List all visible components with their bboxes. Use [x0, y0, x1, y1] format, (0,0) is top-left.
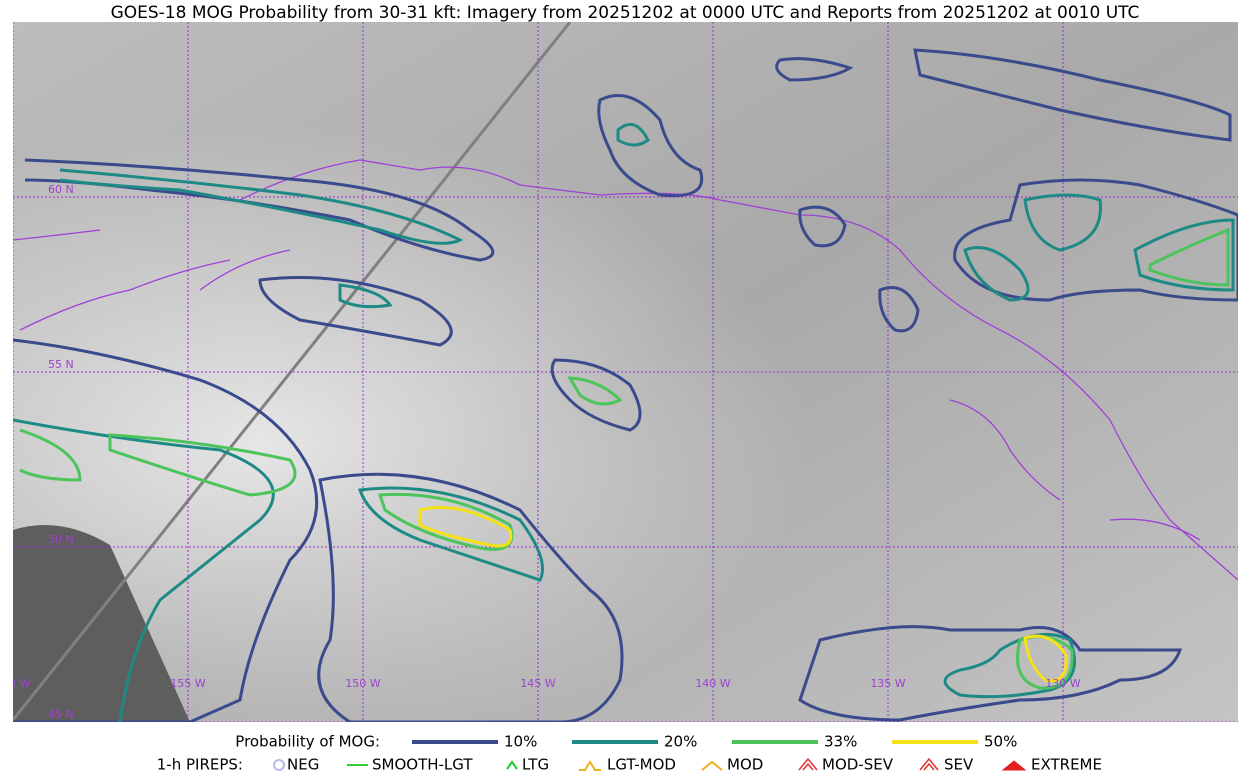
pirep-icon — [579, 760, 601, 771]
lon-label: 160 W — [0, 677, 31, 690]
lon-label: 135 W — [870, 677, 905, 690]
legend: Probability of MOG: 10% 20% 33% 50% 1-h PIREP… — [157, 733, 1102, 774]
lon-label: 145 W — [520, 677, 555, 690]
legend-label: SMOOTH-LGT — [372, 756, 473, 774]
coastline — [13, 229, 291, 331]
coastline — [949, 399, 1201, 541]
map: 60 N 55 N 50 N 45 N 160 W 155 W 150 W 145 W 140 … — [0, 22, 1238, 722]
legend-label: MOD-SEV — [822, 756, 894, 774]
legend-label: MOD — [727, 756, 763, 774]
contour-50 — [418, 506, 513, 548]
contour-33 — [19, 428, 297, 497]
legend-title: 1-h PIREPS: — [157, 756, 243, 774]
contour-50 — [1023, 634, 1068, 683]
contour-10 — [798, 625, 1183, 722]
dark-region — [13, 525, 190, 722]
legend-label: LTG — [522, 756, 549, 774]
grid-labels: 60 N 55 N 50 N 45 N 160 W 155 W 150 W 145 W 140 … — [0, 183, 1081, 721]
lon-label: 140 W — [695, 677, 730, 690]
contour-10 — [317, 472, 624, 722]
legend-label: NEG — [287, 756, 319, 774]
lat-label: 50 N — [48, 533, 74, 546]
contour-20 — [338, 283, 393, 309]
legend-label: LGT-MOD — [607, 756, 676, 774]
pirep-icon — [701, 760, 723, 771]
contour-10 — [953, 178, 1238, 302]
contour-20 — [943, 632, 1076, 699]
lon-label: 150 W — [345, 677, 380, 690]
contour-10 — [24, 158, 495, 262]
contour-10 — [775, 48, 1232, 142]
contour-20 — [59, 168, 464, 245]
contour-20 — [357, 486, 544, 582]
legend-label: 10% — [504, 733, 537, 751]
lon-label: 130 W — [1045, 677, 1080, 690]
contour-33 — [1148, 227, 1230, 287]
contour-10 — [798, 205, 920, 333]
pirep-icon — [506, 760, 518, 770]
contour-10 — [597, 94, 703, 198]
pirep-icon — [919, 757, 939, 771]
legend-label: SEV — [944, 756, 974, 774]
title: GOES-18 MOG Probability from 30-31 kft: … — [111, 3, 1140, 23]
contour-20 — [13, 418, 275, 722]
legend-title: Probability of MOG: — [235, 733, 380, 751]
contour-10 — [550, 358, 642, 432]
coastline — [239, 159, 1238, 581]
contour-33 — [567, 376, 623, 406]
contour-10 — [258, 276, 453, 347]
legend-label: EXTREME — [1031, 756, 1102, 774]
lat-label: 60 N — [48, 183, 74, 196]
legend-label: 33% — [824, 733, 857, 751]
lat-label: 55 N — [48, 358, 74, 371]
contours — [13, 48, 1238, 722]
contour-20 — [963, 193, 1235, 302]
lat-label: 45 N — [48, 708, 74, 721]
pirep-icon — [798, 757, 818, 771]
swath-edge — [13, 22, 572, 721]
pirep-icon — [273, 759, 285, 771]
legend-label: 50% — [984, 733, 1017, 751]
contour-10 — [13, 338, 319, 722]
contour-33 — [377, 492, 514, 551]
pirep-icon — [1001, 760, 1027, 771]
legend-label: 20% — [664, 733, 697, 751]
contour-20 — [616, 122, 650, 147]
lon-label: 155 W — [170, 677, 205, 690]
